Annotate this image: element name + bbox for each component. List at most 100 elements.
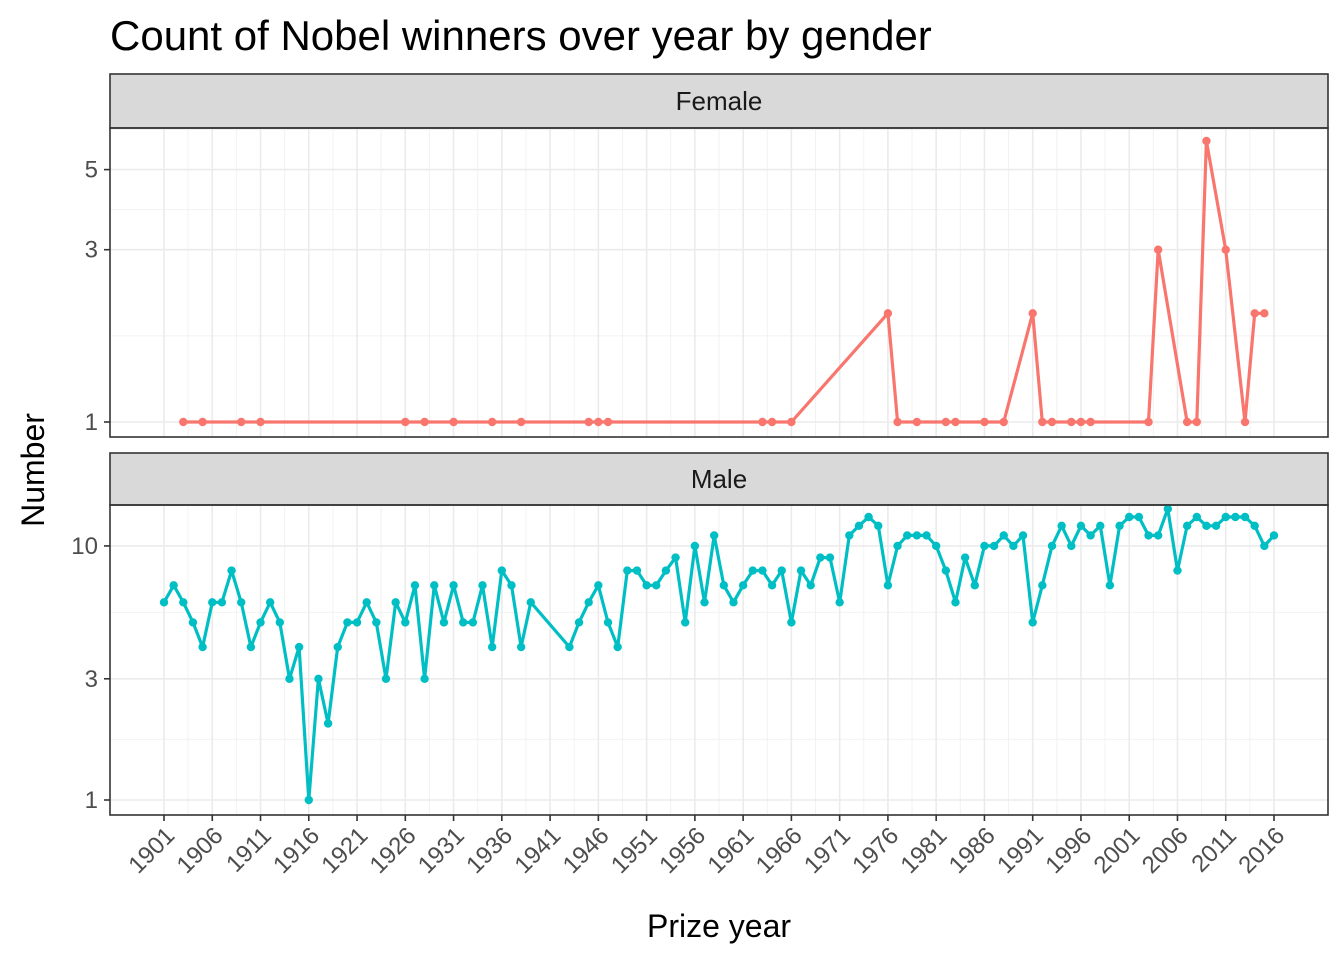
data-point [516,642,526,652]
data-point [526,598,535,607]
data-point [1163,504,1173,514]
data-point [1105,581,1115,590]
data-point [497,566,507,575]
data-point [468,618,478,627]
x-tick-label: 1961 [703,822,760,879]
data-point [922,531,931,540]
x-tick-label: 1946 [558,822,615,879]
panel-border [109,127,1329,438]
x-tick-label: 1911 [221,822,277,878]
x-tick-label: 1996 [1040,822,1097,879]
x-tick-label: 1951 [606,822,663,879]
data-point [758,417,767,427]
data-point [816,553,825,562]
data-point [391,598,400,607]
data-point [1182,417,1192,427]
data-point [227,566,236,575]
data-point [1192,512,1201,522]
data-point [758,566,767,575]
data-point [845,531,854,540]
data-point [700,598,709,607]
data-point [516,417,526,427]
data-point [970,581,979,590]
data-point [487,417,497,427]
data-point [1250,309,1259,318]
data-point [777,566,786,575]
data-point [1047,541,1057,551]
x-tick-label: 1956 [654,822,711,879]
data-point [652,581,661,590]
data-point [594,581,603,590]
data-point [709,531,719,540]
panel-female: 1 3 5 Female [85,73,1329,438]
data-point [893,541,902,551]
data-point [681,618,690,627]
data-point [729,598,738,607]
data-point [256,417,265,427]
y-tick-label: 10 [71,533,98,560]
data-point [246,642,256,652]
x-tick-label: 2016 [1233,822,1290,879]
data-point [980,417,989,427]
data-point [951,598,960,607]
data-point [256,618,265,627]
x-tick-label: 1981 [896,822,953,879]
data-point [1067,541,1076,551]
x-tick-label: 1916 [268,822,325,879]
data-point [999,417,1008,427]
data-point [960,553,970,562]
data-point [1115,521,1124,531]
data-point [1076,521,1086,531]
y-tick-label: 1 [85,409,98,436]
data-point [603,618,613,627]
data-point [1260,541,1269,551]
data-point [989,541,999,551]
data-point [1173,566,1182,575]
data-point [208,598,217,607]
x-tick-label: 1991 [992,822,1049,879]
y-tick-label: 1 [85,787,98,814]
data-point [1047,417,1057,427]
data-point [1009,541,1018,551]
data-point [323,719,333,728]
data-point [864,512,873,522]
data-point [198,417,207,427]
data-point [632,566,642,575]
data-point [1221,512,1230,522]
data-point [314,674,323,683]
data-point [1231,512,1240,522]
data-point [275,618,285,627]
x-tick-label: 1976 [847,822,904,879]
x-tick-label: 1906 [172,822,229,879]
data-point [188,618,198,627]
y-tick-label: 3 [85,237,98,264]
data-point [1086,531,1095,540]
data-point [1182,521,1192,531]
x-tick-label: 1966 [751,822,808,879]
data-point [1192,417,1201,427]
data-point [825,553,835,562]
data-point [796,566,806,575]
x-tick-label: 1936 [461,822,518,879]
data-point [941,566,951,575]
data-point [1202,136,1211,146]
data-point [951,417,960,427]
data-point [854,521,864,531]
data-point [565,642,574,652]
facet-strip-label: Female [676,86,763,116]
x-tick-label: 2001 [1089,822,1146,879]
data-point [179,417,188,427]
data-point [372,618,381,627]
data-point [1144,531,1153,540]
data-point [671,553,680,562]
data-point [661,566,671,575]
data-point [874,521,883,531]
data-point [1134,512,1144,522]
data-point [903,531,912,540]
x-axis: 1901190619111916192119261931193619411946… [123,815,1290,879]
x-tick-label: 1926 [365,822,422,879]
data-point [362,598,371,607]
data-point [401,618,410,627]
data-point [603,417,613,427]
